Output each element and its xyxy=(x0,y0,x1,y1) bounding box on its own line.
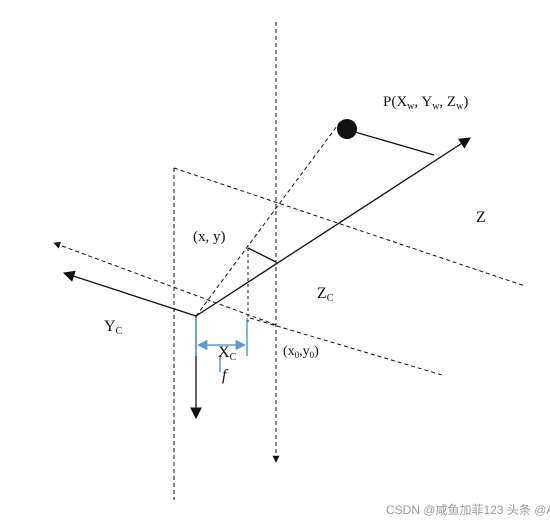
image-plane-top-edge xyxy=(173,167,526,287)
point-p-label: P(Xw, Yw, Zw) xyxy=(383,94,468,112)
point-p-connector xyxy=(347,129,435,156)
image-point-label: (x, y) xyxy=(193,229,226,245)
principal-point-label: (x0,y0) xyxy=(283,344,319,360)
optical-axis-zc xyxy=(195,137,471,317)
yc-axis xyxy=(62,270,197,317)
projection-ray xyxy=(195,121,341,317)
image-plane-bottom-edge xyxy=(249,317,443,376)
xc-axis-label: XC xyxy=(218,344,237,363)
zc-axis-label: ZC xyxy=(317,285,334,304)
yc-axis-label: YC xyxy=(104,318,123,337)
focal-length-label: f xyxy=(222,367,229,384)
point-p-dot xyxy=(337,119,357,139)
z-axis-label: Z xyxy=(476,209,486,226)
image-point-connector xyxy=(247,247,277,263)
watermark-text: CSDN @咸鱼加菲123 头条 @AITech xyxy=(386,503,550,517)
image-plane-x-dashed-axis xyxy=(53,241,277,326)
